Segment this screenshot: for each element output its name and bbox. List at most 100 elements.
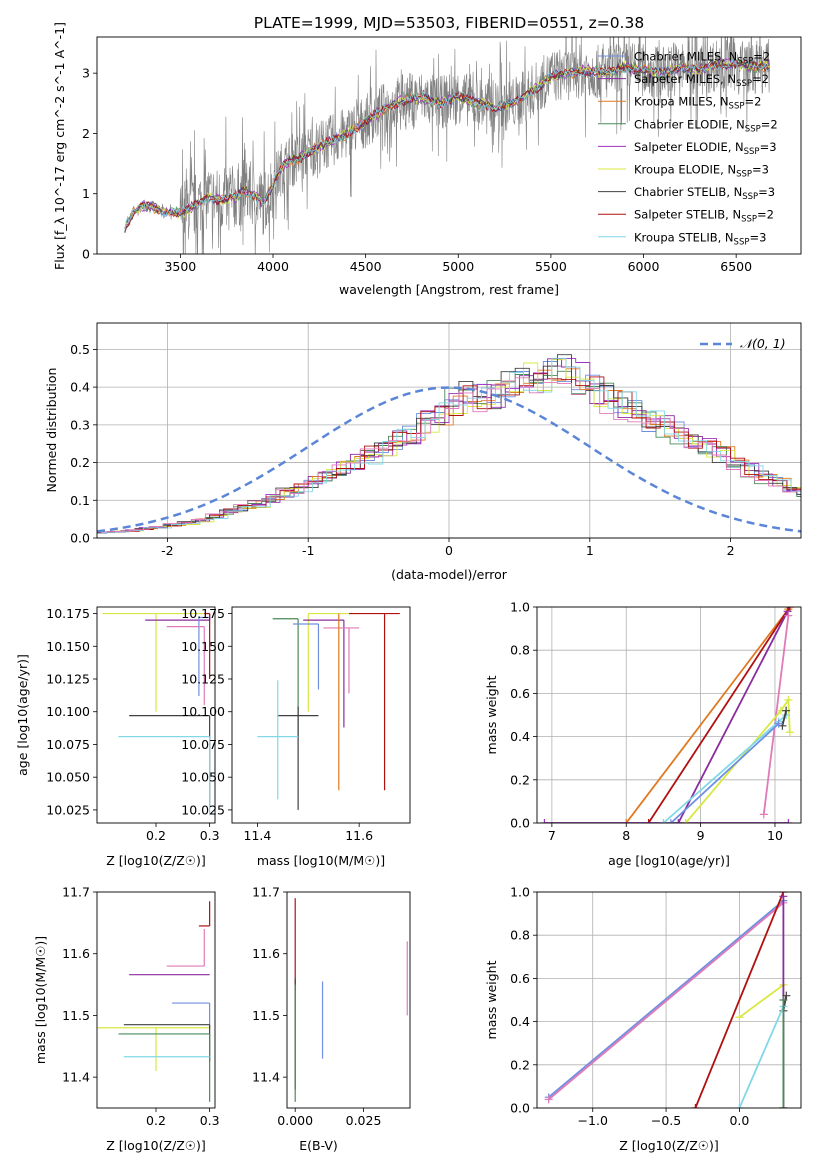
mass-weight-line bbox=[548, 902, 784, 1101]
axes-frame bbox=[536, 891, 802, 1109]
weight_vs_age-xtick-label: 10 bbox=[767, 828, 783, 843]
age_vs_z-plot-area bbox=[102, 612, 211, 816]
weight_vs_z-plot-area bbox=[544, 892, 791, 1108]
mass-weight-marker bbox=[644, 819, 653, 823]
mass-weight-line bbox=[548, 899, 784, 1098]
mass-weight-marker bbox=[735, 1104, 744, 1108]
age_vs_z-ylabel: age [log10(age/yr)] bbox=[15, 654, 30, 776]
spectrum-panel: 3500 4000 4500 5000 5500 6000 6500 0 1 2 3 Chabrier… bbox=[52, 22, 802, 297]
weight_vs_z-ytick-label: 0.8 bbox=[510, 928, 530, 943]
age_vs_mass-ytick-label: 10.150 bbox=[181, 639, 225, 654]
age_vs_mass-ytick-label: 10.125 bbox=[181, 672, 225, 687]
residual-histogram bbox=[101, 359, 801, 533]
mass_vs_ebv-xtick-label: 0.000 bbox=[277, 1113, 313, 1128]
mass_vs_z-plot-area bbox=[97, 901, 211, 1102]
mass_vs_ebv-xlabel: E(B-V) bbox=[299, 1138, 338, 1153]
weight_vs_age-ytick-label: 0.0 bbox=[510, 816, 530, 831]
age_vs_z-ytick-label: 10.175 bbox=[46, 606, 90, 621]
legend-entry-tail: =2 bbox=[761, 117, 778, 131]
age_vs_z-ytick-label: 10.125 bbox=[46, 672, 90, 687]
residuals-ylabel: Normed distribution bbox=[44, 368, 59, 493]
spectrum-xtick-label: 3500 bbox=[164, 259, 196, 274]
mass_vs_ebv-plot-area bbox=[294, 898, 408, 1102]
weight_vs_age-plot-area bbox=[540, 607, 794, 823]
mass-weight-line bbox=[685, 697, 791, 823]
mass_vs_ebv-ytick-label: 11.6 bbox=[252, 946, 280, 961]
figure-title: PLATE=1999, MJD=53503, FIBERID=0551, z=0… bbox=[254, 14, 644, 32]
mass-weight-line bbox=[694, 892, 785, 1108]
mass_vs_z-ytick-label: 11.5 bbox=[62, 1008, 90, 1023]
legend-entry: Kroupa STELIB, NSSP=3 bbox=[634, 230, 766, 247]
legend-entry-tail: =3 bbox=[760, 140, 777, 154]
legend-entry: Salpeter ELODIE, NSSP=3 bbox=[634, 140, 777, 157]
spectrum-xtick-label: 4000 bbox=[257, 259, 289, 274]
spectrum-ylabel: Flux [f_λ 10^-17 erg cm^-2 s^-1 A^-1] bbox=[52, 22, 67, 270]
legend-entry-tail: =3 bbox=[752, 163, 769, 177]
legend-entry-sub: SSP bbox=[736, 79, 752, 89]
legend-entry-sub: SSP bbox=[736, 170, 752, 180]
normal-distribution-curve bbox=[97, 386, 801, 533]
age_vs_mass-plot-area bbox=[257, 612, 400, 810]
residual-histogram bbox=[101, 357, 801, 534]
mass_vs_z-xlabel: Z [log10(Z/Z☉)] bbox=[106, 1138, 206, 1153]
legend-entry-main: Chabrier STELIB, N bbox=[634, 185, 742, 199]
weight_vs_age-ytick-label: 0.8 bbox=[510, 643, 530, 658]
spectrum-data-line bbox=[124, 37, 770, 254]
age_vs_z-ytick-label: 10.050 bbox=[46, 770, 90, 785]
legend-entry-main: Kroupa MILES, N bbox=[634, 95, 729, 109]
age_vs_mass-ytick-label: 10.100 bbox=[181, 704, 225, 719]
weight_vs_age-panel: 7 8 9 10 0.0 0.2 0.4 0.6 0.8 1.0 age [log10(age/yr… bbox=[484, 600, 802, 868]
mass-weight-line bbox=[670, 722, 780, 823]
age_vs_z-xtick-label: 0.2 bbox=[146, 828, 166, 843]
mass-weight-marker bbox=[674, 819, 683, 823]
residuals-xtick-label: -1 bbox=[302, 543, 314, 558]
mass-weight-marker bbox=[691, 1104, 700, 1108]
residuals-xtick-label: 2 bbox=[727, 543, 735, 558]
legend-entry-sub: SSP bbox=[744, 147, 760, 157]
weight_vs_age-xtick-label: 7 bbox=[548, 828, 556, 843]
spectrum-plot-area bbox=[124, 37, 770, 254]
residual-histogram bbox=[97, 357, 801, 533]
mass-weight-marker bbox=[622, 819, 631, 823]
age_vs_z-ytick-label: 10.100 bbox=[46, 704, 90, 719]
weight_vs_z-ylabel: mass weight bbox=[484, 960, 499, 1039]
age_vs_z-ytick-label: 10.150 bbox=[46, 639, 90, 654]
mass-weight-marker bbox=[681, 819, 690, 823]
axes-frame bbox=[96, 322, 802, 539]
residuals-panel: -2 -1 0 1 2 0.0 0.1 0.2 0.3 0.4 0.5 𝒩(0, 1) (data-mo… bbox=[44, 322, 802, 582]
residuals-plot-area bbox=[97, 354, 801, 534]
axes-frame bbox=[96, 36, 802, 255]
mass_vs_ebv-ytick-label: 11.7 bbox=[252, 885, 280, 900]
age_vs_mass-ytick-label: 10.175 bbox=[181, 606, 225, 621]
age_vs_z-panel: 0.2 0.3 10.025 10.050 10.075 10.100 10.125 10.1… bbox=[15, 606, 220, 868]
weight_vs_z-panel: −1.0 −0.5 0.0 0.0 0.2 0.4 0.6 0.8 1.0 Z [log10(Z/… bbox=[484, 885, 802, 1153]
weight_vs_age-ytick-label: 0.4 bbox=[510, 729, 530, 744]
mass-weight-line bbox=[625, 608, 790, 823]
mass-weight-marker bbox=[782, 706, 791, 715]
spectrum-ytick-label: 1 bbox=[82, 186, 90, 201]
residual-histogram bbox=[97, 377, 801, 533]
legend-entry: Kroupa ELODIE, NSSP=3 bbox=[634, 163, 769, 180]
mass_vs_ebv-panel: 0.000 0.025 11.4 11.5 11.6 11.7 E(B-V) bbox=[252, 885, 411, 1153]
residuals-ytick-label: 0.4 bbox=[70, 380, 90, 395]
spectrum-xtick-label: 5500 bbox=[535, 259, 567, 274]
legend-entry: Chabrier MILES, NSSP=2 bbox=[634, 50, 770, 67]
age_vs_mass-xlabel: mass [log10(M/M☉)] bbox=[257, 853, 385, 868]
mass_vs_z-ytick-label: 11.4 bbox=[62, 1070, 90, 1085]
weight_vs_z-xlabel: Z [log10(Z/Z☉)] bbox=[619, 1138, 719, 1153]
mass_vs_z-xtick-label: 0.3 bbox=[200, 1113, 220, 1128]
mass-weight-marker bbox=[735, 1013, 744, 1022]
legend-entry-tail: =2 bbox=[752, 72, 769, 86]
age_vs_z-ytick-label: 10.025 bbox=[46, 802, 90, 817]
mass-weight-line bbox=[738, 983, 785, 1108]
legend-entry-tail: =2 bbox=[753, 50, 770, 64]
legend-entry-tail: =2 bbox=[744, 95, 761, 109]
weight_vs_age-xtick-label: 9 bbox=[697, 828, 705, 843]
legend-entry-sub: SSP bbox=[737, 57, 753, 67]
mass-weight-line bbox=[677, 610, 789, 823]
residuals-xtick-label: 0 bbox=[445, 543, 453, 558]
residuals-xtick-label: 1 bbox=[586, 543, 594, 558]
residuals-ytick-label: 0.5 bbox=[70, 342, 90, 357]
mass_vs_ebv-ytick-label: 11.4 bbox=[252, 1070, 280, 1085]
